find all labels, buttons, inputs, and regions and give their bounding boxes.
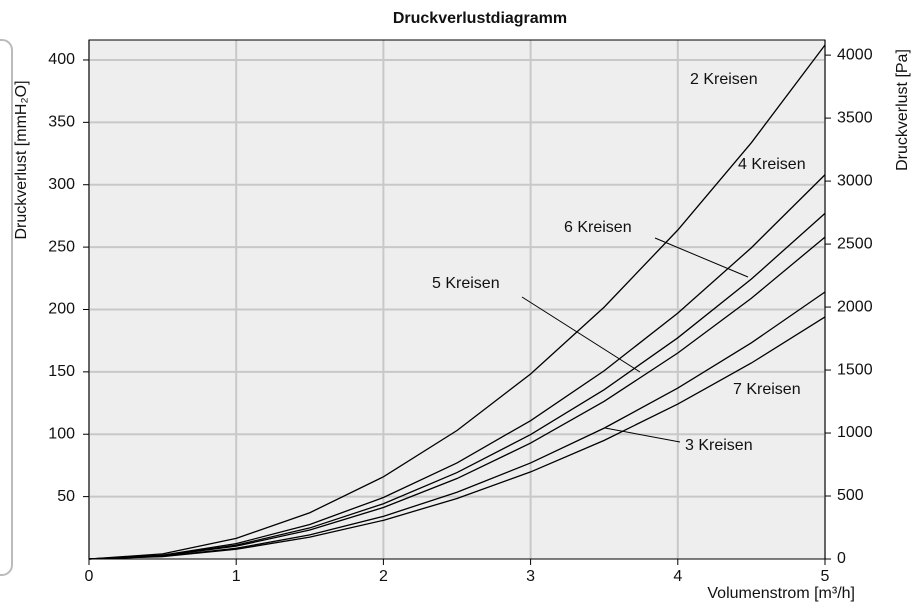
y2-tick-label: 3500 [837, 109, 873, 126]
y-axis-label: Druckverlust [mmH₂O] [13, 80, 30, 239]
series-line [88, 291, 826, 560]
leader-line [604, 427, 681, 443]
y2-tick-label: 500 [837, 487, 864, 504]
series-label: 6 Kreisen [564, 219, 632, 236]
series-label: 4 Kreisen [738, 156, 806, 173]
y2-tick-label: 3000 [837, 172, 873, 189]
y-tick-label: 300 [48, 176, 75, 193]
plot-frame [88, 39, 826, 560]
y-tick-label: 100 [48, 425, 75, 442]
y-tick-label: 400 [48, 51, 75, 68]
series-label: 7 Kreisen [733, 381, 801, 398]
y2-tick-label: 2500 [837, 235, 873, 252]
y-tick-label: 350 [48, 114, 75, 131]
y2-tick-label: 4000 [837, 46, 873, 63]
y2-tick-label: 1000 [837, 424, 873, 441]
series-label: 2 Kreisen [690, 71, 758, 88]
series-line [88, 212, 826, 560]
y2-tick-label: 0 [837, 550, 846, 567]
series-line [88, 236, 826, 560]
y2-tick-label: 1500 [837, 361, 873, 378]
y-tick-label: 150 [48, 363, 75, 380]
y2-tick-label: 2000 [837, 298, 873, 315]
chart-title: Druckverlustdiagramm [393, 10, 567, 27]
series-line [88, 44, 826, 560]
x-tick-label: 0 [85, 568, 94, 585]
series-label: 3 Kreisen [685, 437, 753, 454]
x-axis-label: Volumenstrom [m³/h] [707, 585, 855, 602]
x-tick-label: 1 [232, 568, 241, 585]
y-tick-label: 250 [48, 238, 75, 255]
x-tick-label: 4 [673, 568, 682, 585]
series-line [88, 316, 826, 560]
x-tick-label: 3 [526, 568, 535, 585]
series-label: 5 Kreisen [432, 275, 500, 292]
y2-axis-label: Druckverlust [Pa] [894, 49, 911, 171]
x-tick-label: 2 [379, 568, 388, 585]
y-tick-label: 50 [57, 488, 75, 505]
leader-line [654, 237, 749, 278]
x-tick-label: 5 [821, 568, 830, 585]
series-line [88, 174, 826, 560]
plot-background [89, 40, 825, 559]
y-tick-label: 200 [48, 301, 75, 318]
leader-line [521, 296, 641, 373]
side-frame [0, 39, 13, 576]
